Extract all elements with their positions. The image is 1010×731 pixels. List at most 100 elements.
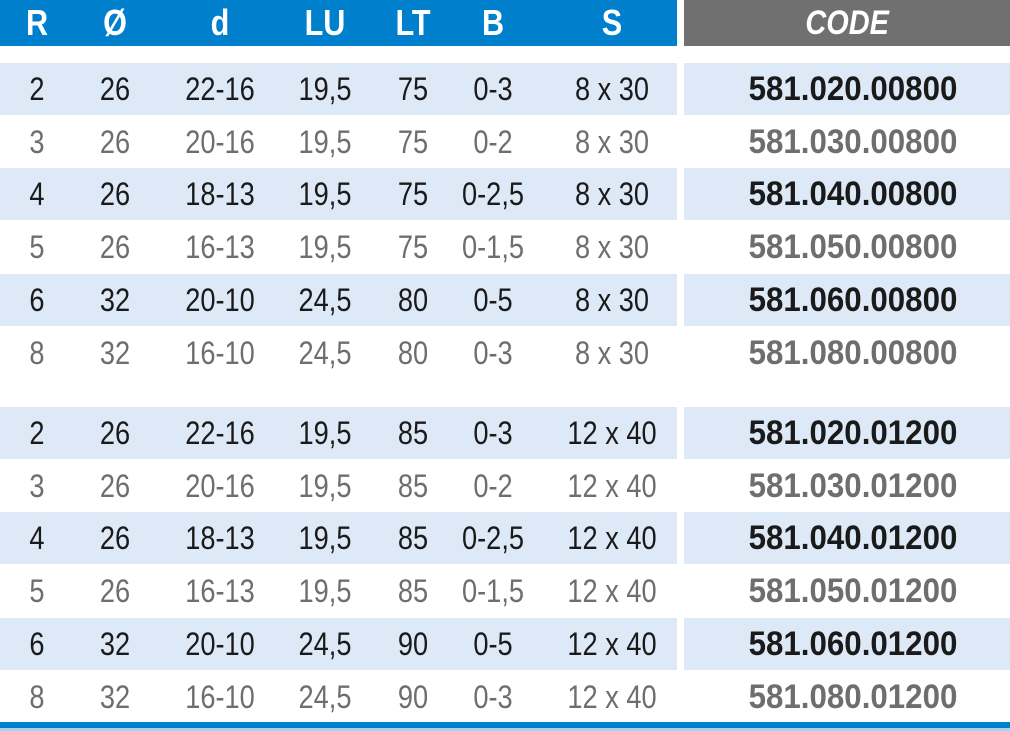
table-row: 4 26 18-13 19,5 85 0-2,5 12 x 40 581.040.01200	[0, 512, 1010, 565]
code-background	[684, 617, 1010, 670]
cell-code: 581.080.01200	[748, 677, 958, 716]
row-background	[0, 617, 677, 670]
cell-diameter: 32	[99, 678, 131, 715]
cell-r: 8	[29, 678, 45, 715]
cell-diameter: 26	[99, 415, 131, 451]
cell-s: 8 x 30	[574, 334, 650, 371]
table-row: 3 26 20-16 19,5 75 0-2 8 x 30 581.030.00800	[0, 116, 1010, 168]
bottom-rule	[0, 722, 1010, 728]
cell-s: 12 x 40	[567, 678, 657, 715]
cell-lu: 19,5	[298, 176, 352, 213]
cell-lu: 24,5	[298, 678, 352, 715]
cell-r: 5	[29, 229, 45, 266]
cell-code: 581.020.00800	[748, 70, 958, 108]
row-background	[0, 168, 677, 221]
header-s: S	[601, 2, 623, 43]
cell-lt: 75	[397, 71, 429, 107]
code-header-label: CODE	[805, 4, 889, 42]
cell-r: 4	[29, 520, 45, 557]
cell-s: 8 x 30	[574, 123, 650, 160]
table-row: 4 26 18-13 19,5 75 0-2,5 8 x 30 581.040.00800	[0, 168, 1010, 221]
code-background	[684, 168, 1010, 221]
table-row: 6 32 20-10 24,5 80 0-5 8 x 30 581.060.00800	[0, 273, 1010, 326]
cell-code: 581.020.01200	[748, 414, 958, 452]
cell-diameter: 26	[99, 123, 131, 160]
table-row: 2 26 22-16 19,5 75 0-3 8 x 30 581.020.00800	[0, 63, 1010, 115]
table-row: 5 26 16-13 19,5 85 0-1,5 12 x 40 581.050.01200	[0, 565, 1010, 617]
cell-b: 0-2	[473, 123, 513, 160]
cell-r: 2	[29, 71, 45, 107]
cell-diameter: 26	[99, 573, 131, 610]
cell-b: 0-1,5	[462, 229, 524, 266]
header-d: d	[210, 2, 230, 43]
cell-d: 16-10	[185, 678, 255, 715]
code-background	[684, 512, 1010, 565]
header-b: B	[481, 2, 505, 43]
cell-code: 581.060.01200	[748, 624, 958, 663]
cell-lu: 24,5	[298, 334, 352, 371]
cell-b: 0-2	[473, 467, 513, 504]
table-row: 8 32 16-10 24,5 80 0-3 8 x 30 581.080.00800	[0, 327, 1010, 379]
cell-diameter: 26	[99, 229, 131, 266]
row-background	[0, 63, 677, 115]
cell-s: 12 x 40	[567, 415, 657, 451]
cell-d: 20-10	[185, 281, 255, 318]
cell-r: 6	[29, 625, 45, 662]
cell-lu: 19,5	[298, 415, 352, 451]
cell-r: 2	[29, 415, 45, 451]
cell-lt: 85	[397, 467, 429, 504]
cell-b: 0-5	[473, 281, 513, 318]
row-background	[0, 407, 677, 459]
table-row: 5 26 16-13 19,5 75 0-1,5 8 x 30 581.050.00800	[0, 221, 1010, 273]
cell-lt: 85	[397, 520, 429, 557]
cell-lt: 90	[397, 678, 429, 715]
cell-lt: 85	[397, 573, 429, 610]
cell-d: 22-16	[185, 71, 255, 107]
cell-d: 18-13	[185, 520, 255, 557]
cell-code: 581.060.00800	[748, 280, 958, 319]
cell-code: 581.050.01200	[748, 572, 958, 611]
cell-code: 581.040.00800	[748, 175, 958, 214]
cell-r: 6	[29, 281, 45, 318]
cell-d: 20-16	[185, 123, 255, 160]
cell-lt: 75	[397, 176, 429, 213]
cell-r: 8	[29, 334, 45, 371]
cell-b: 0-3	[473, 415, 513, 451]
cell-b: 0-2,5	[462, 520, 524, 557]
cell-d: 16-13	[185, 573, 255, 610]
cell-s: 8 x 30	[574, 281, 650, 318]
cell-lt: 75	[397, 123, 429, 160]
cell-lt: 75	[397, 229, 429, 266]
cell-diameter: 26	[99, 71, 131, 107]
cell-b: 0-3	[473, 71, 513, 107]
cell-b: 0-5	[473, 625, 513, 662]
table-row: 2 26 22-16 19,5 85 0-3 12 x 40 581.020.01200	[0, 407, 1010, 459]
cell-diameter: 26	[99, 520, 131, 557]
cell-code: 581.040.01200	[748, 519, 958, 558]
cell-s: 12 x 40	[567, 625, 657, 662]
cell-b: 0-1,5	[462, 573, 524, 610]
cell-diameter: 32	[99, 281, 131, 318]
cell-b: 0-3	[473, 334, 513, 371]
cell-d: 16-10	[185, 334, 255, 371]
cell-d: 20-10	[185, 625, 255, 662]
table-row: 8 32 16-10 24,5 90 0-3 12 x 40 581.080.01200	[0, 671, 1010, 723]
cell-r: 3	[29, 123, 45, 160]
cell-b: 0-2,5	[462, 176, 524, 213]
header-diameter: Ø	[103, 2, 127, 43]
header-r: R	[25, 2, 49, 43]
cell-lu: 24,5	[298, 625, 352, 662]
cell-code: 581.030.00800	[748, 122, 958, 161]
cell-diameter: 26	[99, 176, 131, 213]
cell-s: 12 x 40	[567, 467, 657, 504]
cell-diameter: 26	[99, 467, 131, 504]
cell-lu: 24,5	[298, 281, 352, 318]
cell-s: 8 x 30	[574, 71, 650, 107]
cell-d: 20-16	[185, 467, 255, 504]
table-row: 3 26 20-16 19,5 85 0-2 12 x 40 581.030.01200	[0, 460, 1010, 512]
cell-s: 8 x 30	[574, 229, 650, 266]
header-lu: LU	[304, 2, 346, 43]
cell-lu: 19,5	[298, 123, 352, 160]
cell-r: 4	[29, 176, 45, 213]
